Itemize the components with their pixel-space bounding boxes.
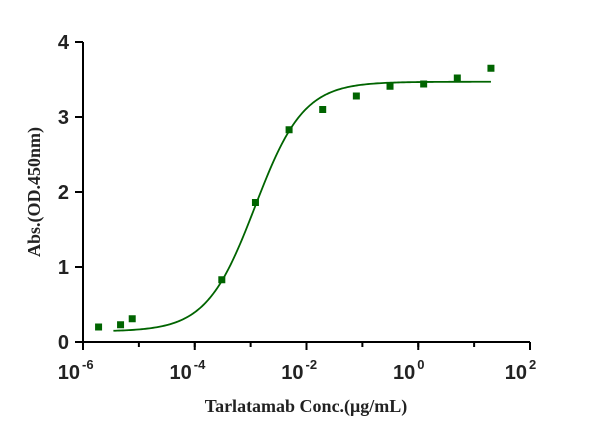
- axes: [82, 42, 530, 343]
- data-point: [128, 315, 136, 323]
- fit-curve: [113, 80, 491, 332]
- x-axis-title: Tarlatamab Conc.(μg/mL): [205, 396, 408, 417]
- data-point: [386, 82, 394, 90]
- data-point: [95, 323, 103, 331]
- data-point: [420, 80, 428, 88]
- x-tick-label-exponent: 2: [529, 357, 536, 372]
- x-tick-label-exponent: -4: [194, 357, 206, 372]
- data-point: [251, 199, 259, 206]
- y-tick-label: 4: [58, 32, 70, 54]
- y-tick-label: 3: [58, 107, 69, 129]
- x-tick-label-exponent: 0: [417, 357, 424, 372]
- data-point: [218, 276, 226, 284]
- data-point: [117, 321, 125, 329]
- data-point: [285, 126, 293, 134]
- y-axis-title: Abs.(OD.450nm): [24, 127, 45, 257]
- x-tick-label-exponent: -2: [306, 357, 318, 372]
- data-point: [453, 74, 461, 82]
- x-tick-label-base: 10: [505, 362, 527, 384]
- y-tick-label: 2: [58, 182, 69, 204]
- data-point: [487, 64, 495, 72]
- x-ticks: 10 -6 10 -4 10 -2 10 0 10 2: [58, 342, 536, 384]
- y-ticks: 0 1 2 3 4: [58, 32, 83, 354]
- y-tick-label: 0: [58, 332, 69, 354]
- x-tick-label-base: 10: [170, 362, 192, 384]
- data-point: [352, 92, 360, 100]
- x-tick-label-base: 10: [58, 362, 80, 384]
- x-tick-label-exponent: -6: [82, 357, 94, 372]
- y-tick-label: 1: [58, 257, 69, 279]
- x-tick-label-base: 10: [393, 362, 415, 384]
- data-point: [319, 106, 327, 113]
- data-points: [95, 64, 495, 331]
- x-tick-label-base: 10: [281, 362, 303, 384]
